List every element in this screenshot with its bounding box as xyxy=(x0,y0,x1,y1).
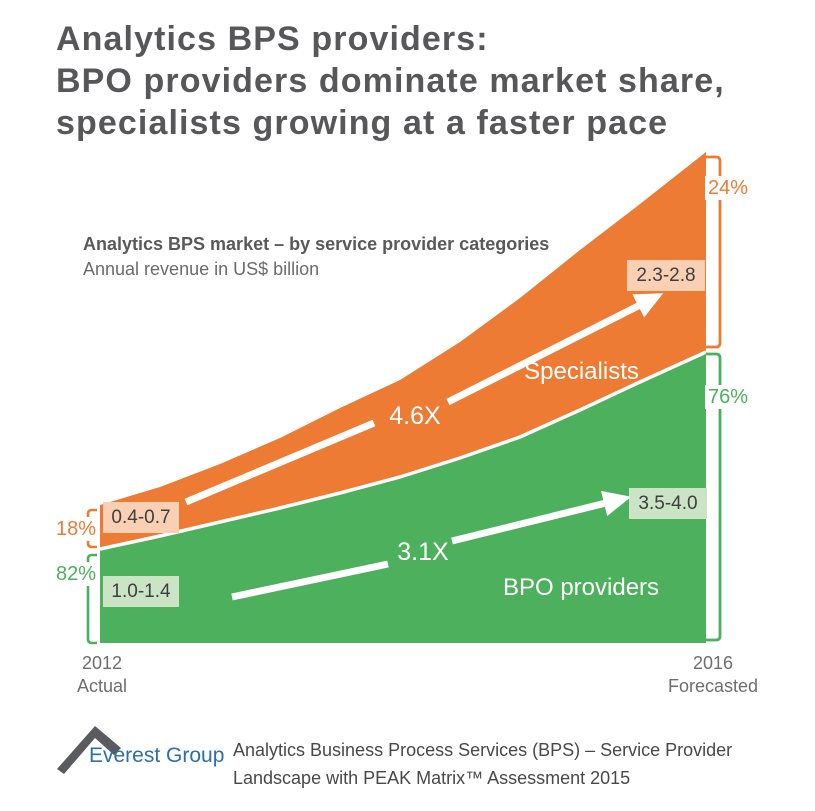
bpo-growth-arrow-tail xyxy=(231,560,389,601)
bpo-growth-label: 3.1X xyxy=(397,538,449,566)
x-axis-2012-sublabel: Actual xyxy=(76,676,128,696)
specialists-growth-label: 4.6X xyxy=(389,402,441,430)
specialists-growth-arrow xyxy=(446,293,664,406)
page-title-line2: BPO providers dominate market share, xyxy=(56,62,725,100)
bpo-2012-value: 1.0-1.4 xyxy=(103,576,179,607)
page-title-line1: Analytics BPS providers: xyxy=(56,20,489,58)
x-axis-label-2016: 2016 Forecasted xyxy=(653,652,773,698)
specialists-growth-arrow-tail xyxy=(184,419,376,506)
chart-subtitle-bold: Analytics BPS market – by service provid… xyxy=(83,234,550,254)
source-caption-line1: Analytics Business Process Services (BPS… xyxy=(233,740,733,760)
x-axis-2012-year: 2012 xyxy=(81,653,123,673)
specialists-series-label: Specialists xyxy=(524,358,639,385)
bracket-right-bpo xyxy=(706,352,722,642)
chart-subtitle-units: Annual revenue in US$ billion xyxy=(83,259,320,279)
page-title-line3: specialists growing at a faster pace xyxy=(56,104,669,142)
everest-group-logo-text: Everest Group xyxy=(89,744,225,767)
bracket-right-specialists xyxy=(706,155,722,349)
source-caption: Analytics Business Process Services (BPS… xyxy=(233,736,773,792)
x-axis-2016-sublabel: Forecasted xyxy=(667,676,759,696)
bracket-left-bpo xyxy=(86,553,97,645)
x-axis-2016-year: 2016 xyxy=(692,653,734,673)
specialists-2012-share: 18% xyxy=(53,517,99,541)
specialists-2016-share: 24% xyxy=(705,176,751,200)
bpo-series-label: BPO providers xyxy=(502,574,660,601)
bpo-2016-share: 76% xyxy=(705,385,751,409)
area-separator-line xyxy=(99,350,707,551)
bpo-2016-value: 3.5-4.0 xyxy=(629,488,707,519)
source-caption-line2: Landscape with PEAK Matrix™ Assessment 2… xyxy=(233,768,631,788)
specialists-2012-value: 0.4-0.7 xyxy=(103,502,179,533)
page-title: Analytics BPS providers: BPO providers d… xyxy=(56,18,725,144)
x-axis-label-2012: 2012 Actual xyxy=(52,652,152,698)
bpo-growth-arrow xyxy=(451,490,632,545)
everest-group-mountain-icon xyxy=(57,726,121,774)
specialists-2016-value: 2.3-2.8 xyxy=(627,260,705,291)
bpo-2012-share: 82% xyxy=(53,562,99,586)
bpo-area xyxy=(100,352,706,643)
